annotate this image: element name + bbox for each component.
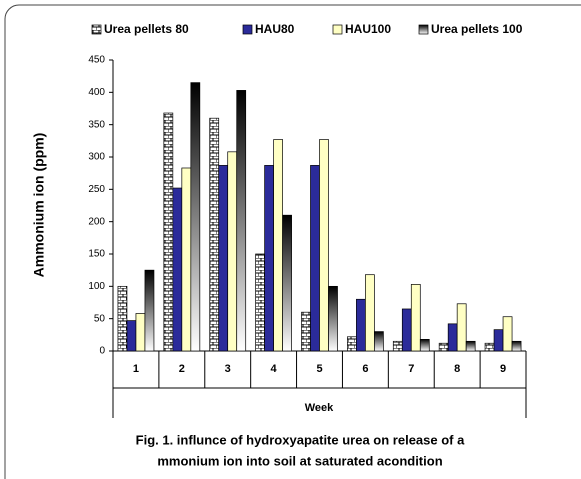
y-axis-label: Ammonium ion (ppm)	[31, 133, 47, 278]
bar	[356, 298, 366, 352]
bar	[282, 214, 292, 352]
bar	[328, 285, 338, 352]
bar	[126, 320, 137, 352]
bar	[172, 187, 183, 352]
x-tick-label: 5	[316, 363, 322, 375]
x-axis-label: Week	[305, 402, 334, 414]
y-tick-label: 150	[88, 249, 105, 260]
y-tick-label: 250	[88, 184, 105, 195]
x-tick-label: 2	[179, 363, 185, 375]
caption: mmonium ion into soil at saturated acond…	[157, 453, 442, 468]
bar	[456, 303, 467, 352]
bar	[447, 323, 458, 352]
legend-label: HAU100	[345, 22, 391, 36]
bar	[209, 117, 220, 352]
x-tick-label: 9	[500, 363, 506, 375]
bar	[255, 253, 265, 352]
bar	[484, 342, 495, 352]
bar	[273, 139, 283, 352]
caption: Fig. 1. influnce of hydroxyapatite urea …	[136, 432, 465, 447]
bar	[135, 313, 146, 352]
y-tick-label: 0	[99, 346, 105, 357]
bar	[374, 331, 384, 352]
bar	[218, 165, 229, 352]
bar	[236, 90, 247, 352]
bar	[365, 274, 375, 352]
legend-swatch	[418, 24, 429, 35]
bar	[401, 308, 412, 352]
bar	[227, 151, 238, 352]
bar	[392, 340, 403, 352]
legend-swatch	[91, 24, 102, 35]
bar	[438, 342, 449, 352]
bar	[264, 165, 274, 352]
bar	[502, 316, 513, 352]
y-tick-label: 200	[88, 216, 105, 227]
bar	[511, 340, 522, 352]
bar	[301, 311, 311, 352]
bar	[190, 82, 201, 352]
legend-label: HAU80	[255, 22, 295, 36]
bar	[181, 167, 192, 352]
bar	[410, 284, 421, 352]
x-tick-label: 7	[408, 363, 414, 375]
bar	[465, 340, 476, 352]
legend-swatch	[332, 24, 343, 35]
legend-swatch	[242, 24, 253, 35]
bar	[319, 139, 329, 352]
bar	[117, 285, 128, 352]
y-tick-label: 450	[88, 55, 105, 66]
y-tick-label: 300	[88, 152, 105, 163]
y-tick-label: 100	[88, 281, 105, 292]
frame	[4, 4, 581, 479]
x-tick-label: 3	[225, 363, 231, 375]
x-tick-label: 1	[133, 363, 139, 375]
legend-label: Urea pellets 100	[431, 22, 523, 36]
x-tick-label: 6	[362, 363, 368, 375]
x-tick-label: 8	[454, 363, 460, 375]
x-tick-label: 4	[271, 363, 278, 375]
bar	[347, 336, 357, 352]
y-tick-label: 50	[94, 313, 106, 324]
y-tick-label: 350	[88, 119, 105, 130]
y-tick-label: 400	[88, 87, 105, 98]
bar	[163, 112, 174, 352]
bar	[144, 269, 155, 352]
legend-label: Urea pellets 80	[104, 22, 189, 36]
bar	[493, 329, 504, 352]
bar	[419, 339, 430, 352]
bar	[310, 165, 320, 352]
